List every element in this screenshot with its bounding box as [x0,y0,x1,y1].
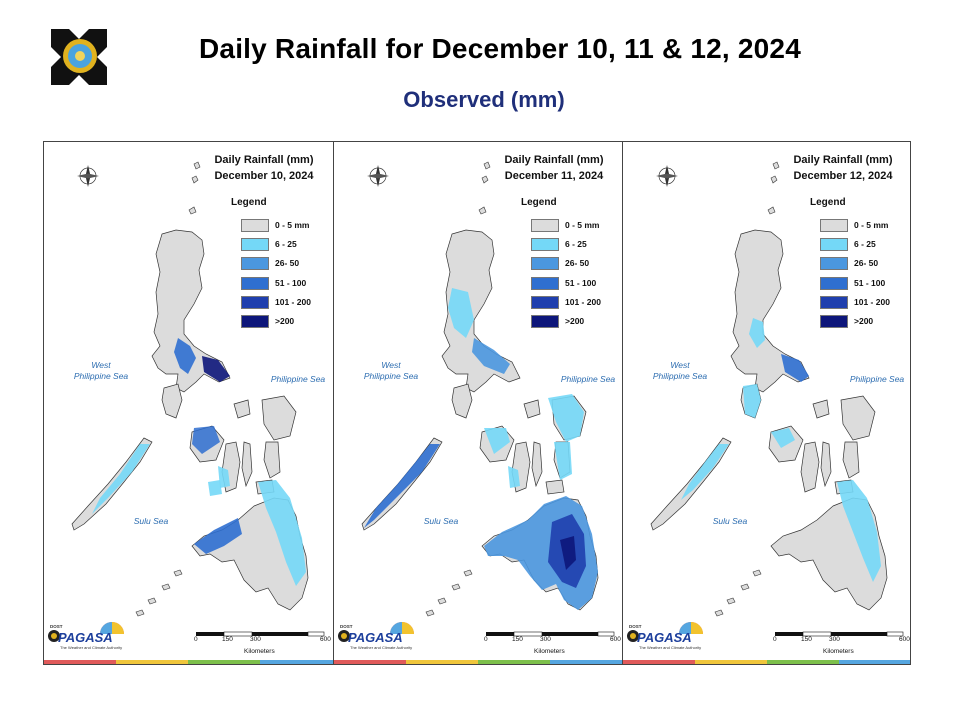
compass-rose-icon [77,165,99,187]
pagasa-wordmark: PAGASA [637,630,692,645]
pagasa-brand-icon [338,622,414,642]
sea-label-philippine: Philippine Sea [849,374,905,384]
page-subtitle: Observed (mm) [403,87,565,112]
footer-stripe-green [478,660,550,664]
scale-unit: Kilometers [244,648,275,655]
footer-stripe-red [334,660,406,664]
scale-bar [775,631,904,637]
sea-label-philippine: Philippine Sea [560,374,616,384]
legend-title: Legend [231,197,267,208]
scale-unit: Kilometers [534,648,565,655]
dost-label: DOST [50,624,63,629]
panel-heading: Daily Rainfall (mm) [793,154,893,166]
pagasa-tagline: The Weather and Climate Authority [350,645,413,650]
scale-tick-600: 600 [899,636,910,643]
panel-date: December 10, 2024 [214,170,314,182]
scale-tick-0: 0 [484,636,488,643]
scale-tick-600: 600 [610,636,621,643]
pagasa-logo [47,25,113,87]
pagasa-brand-icon [48,622,124,642]
scale-tick-150: 150 [222,636,233,643]
footer-stripe-yellow [406,660,478,664]
scale-tick-300: 300 [250,636,261,643]
pagasa-tagline: The Weather and Climate Authority [639,645,702,650]
rainfall-map-dec11 [338,161,615,642]
footer-stripe-red [623,660,695,664]
pagasa-brand-icon [627,622,703,642]
scale-bar [196,631,325,637]
compass-rose-icon [367,165,389,187]
sea-label-sulu: Sulu Sea [423,516,459,526]
page-title: Daily Rainfall for December 10, 11 & 12,… [199,33,801,64]
panel-date: December 12, 2024 [793,170,893,182]
footer-stripe-blue [550,660,622,664]
footer-stripe-red [44,660,116,664]
panel-heading: Daily Rainfall (mm) [504,154,604,166]
footer-stripe-green [767,660,839,664]
sea-label-west-philippine: West Philippine Sea [652,360,708,381]
scale-tick-150: 150 [801,636,812,643]
compass-rose-icon [656,165,678,187]
scale-tick-0: 0 [773,636,777,643]
panel-heading: Daily Rainfall (mm) [214,154,314,166]
footer-stripe-blue [260,660,333,664]
sea-label-sulu: Sulu Sea [133,516,169,526]
scale-bar [486,631,615,637]
legend-title: Legend [810,197,846,208]
maps-frame [43,141,911,665]
scale-tick-600: 600 [320,636,331,643]
pagasa-wordmark: PAGASA [348,630,403,645]
sea-label-west-philippine: West Philippine Sea [363,360,419,381]
scale-tick-300: 300 [829,636,840,643]
scale-tick-300: 300 [540,636,551,643]
scale-unit: Kilometers [823,648,854,655]
dost-label: DOST [629,624,642,629]
pagasa-tagline: The Weather and Climate Authority [60,645,123,650]
rainfall-map-panel-dec12: Daily Rainfall (mm) December 12, 2024 Le… [623,142,912,664]
sea-label-philippine: Philippine Sea [270,374,326,384]
panel-divider [622,142,623,664]
panel-divider [333,142,334,664]
sea-label-west-philippine: West Philippine Sea [73,360,129,381]
dost-label: DOST [340,624,353,629]
scale-tick-0: 0 [194,636,198,643]
rainfall-map-panel-dec11: Daily Rainfall (mm) December 11, 2024 Le… [334,142,623,664]
footer-stripe-blue [839,660,910,664]
pagasa-wordmark: PAGASA [58,630,113,645]
sea-label-sulu: Sulu Sea [712,516,748,526]
rainfall-map-panel-dec10: Daily Rainfall (mm) December 10, 2024 Le… [44,142,333,664]
scale-tick-150: 150 [512,636,523,643]
rainfall-map-dec10 [48,161,325,642]
legend-title: Legend [521,197,557,208]
footer-stripe-yellow [116,660,188,664]
footer-stripe-yellow [695,660,767,664]
footer-stripe-green [188,660,260,664]
rainfall-map-dec12 [627,161,904,642]
panel-date: December 11, 2024 [504,170,604,182]
